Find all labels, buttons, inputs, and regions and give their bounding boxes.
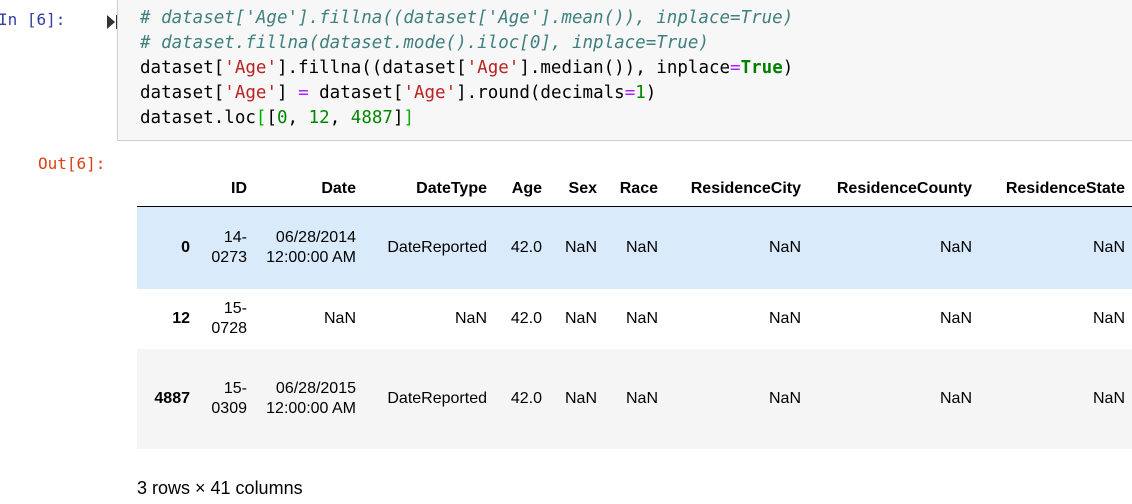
- table-cell: NaN: [939, 309, 972, 327]
- code-line: # dataset.fillna(dataset.mode().iloc[0],…: [140, 31, 793, 56]
- table-row: 0 14-0273 06/28/2014 12:00:00 AM DateReport…: [137, 206, 1132, 289]
- code-token: ,: [329, 108, 351, 128]
- table-cell: 42.0: [510, 389, 542, 407]
- code-token: 'Age': [403, 83, 457, 103]
- column-header: ResidenceCity: [665, 172, 808, 207]
- code-line: dataset['Age'].fillna((dataset['Age'].me…: [140, 56, 793, 81]
- code-token: 'Age': [224, 58, 277, 78]
- code-token: True: [740, 58, 783, 78]
- table-cell: NaN: [939, 389, 972, 407]
- table-cell: NaN: [768, 238, 801, 256]
- output-prompt: Out[6]:: [38, 154, 106, 173]
- code-token: ]: [392, 108, 404, 128]
- row-index: 0: [181, 238, 190, 256]
- code-token: 1: [635, 83, 646, 103]
- column-header: Date: [254, 172, 363, 207]
- code-token: ]: [403, 108, 415, 128]
- code-token: =: [730, 58, 741, 78]
- code-token: 'Age': [224, 83, 277, 103]
- table-row: 12 15-0728 NaN NaN 42.0 NaN NaN NaN NaN NaN: [137, 288, 1132, 349]
- table-header-row: ID Date DateType Age Sex Race ResidenceCity Res…: [137, 172, 1132, 207]
- code-token: # dataset.fillna(dataset.mode().iloc[0],…: [140, 33, 709, 53]
- row-index: 12: [172, 309, 190, 327]
- code-token: ): [645, 83, 657, 103]
- table-cell: NaN: [1092, 309, 1125, 327]
- table-cell: NaN: [768, 309, 801, 327]
- column-header: ResidenceState: [979, 172, 1132, 207]
- table-cell: 06/28/2015 12:00:00 AM: [266, 379, 356, 417]
- code-token: ): [782, 58, 794, 78]
- table-cell: 15-0309: [211, 379, 247, 417]
- table-shape-summary: 3 rows × 41 columns: [137, 478, 303, 498]
- column-header: ResidenceCounty: [808, 172, 979, 207]
- code-token: ].round(decimals: [456, 83, 625, 103]
- code-line: dataset.loc[[0, 12, 4887]]: [140, 106, 793, 131]
- table-cell: NaN: [564, 238, 597, 256]
- table-cell: NaN: [564, 309, 597, 327]
- code-token: ].median()), inplace: [519, 58, 731, 78]
- index-header: [137, 172, 197, 207]
- code-token: [: [266, 108, 277, 128]
- table-cell: 42.0: [510, 238, 542, 256]
- code-token: 4887: [350, 108, 393, 128]
- column-header: DateType: [363, 172, 494, 207]
- column-header: Age: [494, 172, 549, 207]
- table-cell: NaN: [625, 238, 658, 256]
- code-token: ]: [276, 83, 299, 103]
- input-prompt: In [6]:: [0, 10, 66, 29]
- code-token: =: [298, 83, 309, 103]
- table-cell: NaN: [939, 238, 972, 256]
- code-token: dataset[: [140, 83, 225, 103]
- table-cell: NaN: [768, 389, 801, 407]
- table-cell: 14-0273: [211, 228, 247, 266]
- table-cell: 15-0728: [211, 299, 247, 337]
- code-text[interactable]: # dataset['Age'].fillna((dataset['Age'].…: [140, 6, 793, 131]
- column-header: ID: [197, 172, 254, 207]
- table-cell: NaN: [1092, 389, 1125, 407]
- code-token: ].fillna((dataset[: [276, 58, 467, 78]
- table-cell: DateReported: [387, 238, 487, 256]
- table-cell: NaN: [625, 389, 658, 407]
- code-token: [: [255, 108, 267, 128]
- code-token: =: [624, 83, 636, 103]
- dataframe-table: ID Date DateType Age Sex Race ResidenceCity Res…: [137, 172, 1132, 449]
- code-token: dataset[: [308, 83, 404, 103]
- code-line: # dataset['Age'].fillna((dataset['Age'].…: [140, 6, 793, 31]
- code-token: # dataset['Age'].fillna((dataset['Age'].…: [140, 8, 794, 28]
- table-cell: NaN: [625, 309, 658, 327]
- table-cell: NaN: [1092, 238, 1125, 256]
- code-token: 0: [277, 108, 288, 128]
- table-row: 4887 15-0309 06/28/2015 12:00:00 AM DateRep…: [137, 348, 1132, 449]
- column-header: Sex: [549, 172, 604, 207]
- row-index: 4887: [154, 389, 190, 407]
- code-cell-editor[interactable]: # dataset['Age'].fillna((dataset['Age'].…: [117, 0, 1132, 141]
- table-cell: 06/28/2014 12:00:00 AM: [266, 228, 356, 266]
- code-token: dataset.loc: [140, 108, 256, 128]
- table-cell: DateReported: [387, 389, 487, 407]
- table-cell: NaN: [323, 309, 356, 327]
- code-line: dataset['Age'] = dataset['Age'].round(de…: [140, 81, 793, 106]
- table-cell: 42.0: [510, 309, 542, 327]
- table-cell: NaN: [454, 309, 487, 327]
- code-token: 'Age': [466, 58, 520, 78]
- table-cell: NaN: [564, 389, 597, 407]
- column-header: Race: [604, 172, 665, 207]
- code-token: ,: [287, 108, 309, 128]
- code-token: 12: [308, 108, 330, 128]
- code-token: dataset[: [140, 58, 225, 78]
